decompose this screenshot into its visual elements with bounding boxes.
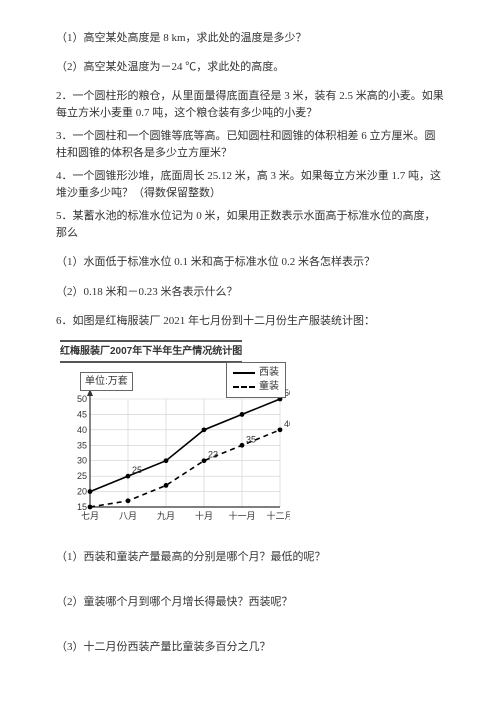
chart-title: 红梅服装厂2007年下半年生产情况统计图 [60,340,242,364]
svg-text:45: 45 [77,410,87,420]
svg-text:30: 30 [77,456,87,466]
q6: 6．如图是红梅服装厂 2021 年七月份到十二月份生产服装统计图： [56,313,444,330]
svg-text:25: 25 [132,465,142,475]
q3: 3．一个圆柱和一个圆锥等底等高。已知圆柱和圆锥的体积相差 6 立方厘米。圆柱和圆… [56,128,444,162]
svg-text:40: 40 [77,425,87,435]
svg-text:九月: 九月 [157,511,175,521]
q5-1: （1）水面低于标准水位 0.1 米和高于标准水位 0.2 米各怎样表示？ [56,254,444,271]
svg-text:七月: 七月 [81,511,99,521]
svg-text:40: 40 [284,419,290,429]
q1-1: （1）高空某处高度是 8 km，求此处的温度是多少？ [56,30,444,47]
legend-dash-swatch [233,386,255,388]
sub-2: （2）童装哪个月到哪个月增长得最快？西装呢？ [56,594,444,611]
sub-1: （1）西装和童装产量最高的分别是哪个月？最低的呢？ [56,549,444,566]
svg-text:十二月: 十二月 [266,510,290,521]
chart-legend: 西装 童装 [226,362,286,398]
sub-3: （3）十二月份西装产量比童装多百分之几？ [56,639,444,656]
svg-text:35: 35 [77,440,87,450]
chart-container: 红梅服装厂2007年下半年生产情况统计图 单位:万套 西装 童装 1520253… [60,340,290,530]
chart-unit-label: 单位:万套 [80,372,133,392]
svg-text:25: 25 [77,471,87,481]
q1-2: （2）高空某处温度为－24 ℃，求此处的高度。 [56,59,444,76]
svg-text:23: 23 [208,450,218,460]
svg-text:20: 20 [77,487,87,497]
svg-text:十月: 十月 [195,510,213,521]
q5-2: （2）0.18 米和－0.23 米各表示什么？ [56,284,444,301]
legend-dash-label: 童装 [259,380,279,394]
q4: 4．一个圆锥形沙堆，底面周长 25.12 米，高 3 米。如果每立方米沙重 1.… [56,168,444,202]
legend-solid-swatch [233,372,255,374]
svg-text:八月: 八月 [119,511,137,521]
legend-solid-label: 西装 [259,366,279,380]
svg-text:十一月: 十一月 [228,510,255,521]
svg-text:35: 35 [246,434,256,444]
q5: 5．某蓄水池的标准水位记为 0 米，如果用正数表示水面高于标准水位的高度，那么 [56,208,444,242]
svg-text:50: 50 [77,394,87,404]
q2: 2．一个圆柱形的粮仓，从里面量得底面直径是 3 米，装有 2.5 米高的小麦。如… [56,88,444,122]
